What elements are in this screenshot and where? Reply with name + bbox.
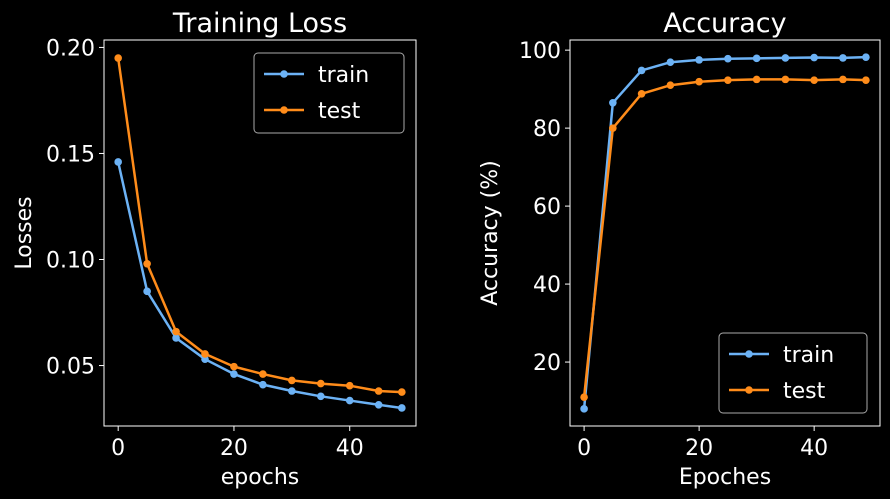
accuracy-test-data-point (839, 75, 847, 84)
accuracy-chart-title: Accuracy (663, 8, 786, 39)
loss-test-data-point (288, 376, 296, 385)
accuracy-train-data-point (637, 66, 646, 75)
loss-test-data-point (345, 381, 354, 390)
accuracy-test-data-point (580, 393, 588, 401)
accuracy-legend-test-label: test (783, 379, 826, 404)
loss-test-data-point (398, 388, 406, 396)
accuracy-chart-panel: 0 20 40 20 40 60 80 100 Accuracy Epoches Accuracy … (478, 8, 881, 490)
loss-test-data-point (143, 259, 151, 268)
loss-train-data-point (230, 370, 238, 378)
loss-legend-train-marker (280, 70, 288, 78)
loss-test-data-point (114, 54, 122, 62)
loss-x-tick-label: 0 (111, 436, 125, 461)
accuracy-train-data-point (609, 98, 617, 107)
accuracy-y-tick-label: 20 (533, 351, 561, 376)
accuracy-y-tick-label: 60 (533, 195, 561, 220)
accuracy-train-data-point (862, 53, 870, 61)
accuracy-test-data-point (752, 75, 761, 84)
accuracy-test-data-point (862, 76, 870, 84)
loss-test-data-point (316, 379, 325, 388)
accuracy-test-data-point (637, 90, 646, 98)
accuracy-train-data-point (666, 58, 675, 67)
loss-train-data-point (316, 392, 325, 401)
accuracy-test-data-point (810, 76, 818, 84)
accuracy-train-data-point (724, 54, 732, 63)
loss-legend-train-label: train (318, 63, 369, 88)
loss-axes-frame (103, 39, 417, 427)
accuracy-train-data-point (580, 405, 588, 413)
accuracy-x-tick-label: 0 (577, 436, 591, 461)
loss-legend-test-marker (280, 106, 288, 114)
accuracy-test-data-point (609, 124, 617, 132)
loss-chart-panel: 0 20 40 0.05 0.10 0.15 0.20 Training Loss epochs… (12, 8, 417, 490)
accuracy-train-data-point (839, 54, 847, 62)
loss-test-data-point (172, 327, 180, 336)
accuracy-train-data-point (810, 53, 818, 62)
loss-y-axis-label: Losses (12, 196, 37, 269)
loss-x-tick-label: 40 (336, 436, 364, 461)
loss-train-data-point (143, 287, 151, 296)
loss-train-data-point (345, 396, 354, 405)
accuracy-x-axis-label: Epoches (679, 465, 771, 490)
loss-train-data-point (288, 387, 296, 395)
accuracy-train-data-point (752, 54, 761, 63)
loss-y-tick-label: 0.20 (46, 36, 95, 61)
accuracy-test-data-point (781, 75, 790, 84)
accuracy-test-data-point (695, 77, 703, 86)
accuracy-x-tick-label: 20 (685, 436, 713, 461)
loss-test-data-point (201, 350, 209, 358)
accuracy-x-tick-label: 40 (800, 436, 828, 461)
accuracy-legend-train-label: train (783, 343, 834, 368)
loss-test-data-point (374, 387, 383, 395)
loss-train-data-point (398, 404, 406, 412)
loss-y-tick-label: 0.10 (46, 249, 95, 274)
loss-test-data-point (230, 362, 238, 371)
loss-chart-title: Training Loss (172, 8, 347, 39)
accuracy-train-data-point (695, 56, 703, 64)
accuracy-train-data-point (781, 54, 790, 62)
accuracy-test-data-point (724, 76, 732, 84)
accuracy-y-tick-label: 100 (519, 39, 561, 64)
accuracy-axes-frame (569, 39, 881, 427)
loss-y-tick-label: 0.15 (46, 142, 95, 167)
accuracy-y-axis-label: Accuracy (%) (478, 160, 503, 306)
accuracy-legend-train-marker (745, 350, 753, 358)
loss-train-data-point (259, 380, 267, 389)
loss-train-data-point (114, 158, 122, 166)
loss-x-axis-label: epochs (221, 465, 299, 490)
loss-test-data-point (259, 370, 267, 378)
loss-legend-test-label: test (318, 99, 361, 124)
loss-y-tick-label: 0.05 (46, 355, 95, 380)
loss-train-data-point (201, 355, 209, 363)
accuracy-y-tick-label: 80 (533, 117, 561, 142)
loss-train-data-point (172, 334, 180, 342)
loss-x-tick-label: 20 (220, 436, 248, 461)
accuracy-y-tick-label: 40 (533, 273, 561, 298)
accuracy-test-data-point (666, 81, 675, 90)
loss-train-data-point (374, 400, 383, 409)
accuracy-legend-test-marker (745, 386, 753, 394)
